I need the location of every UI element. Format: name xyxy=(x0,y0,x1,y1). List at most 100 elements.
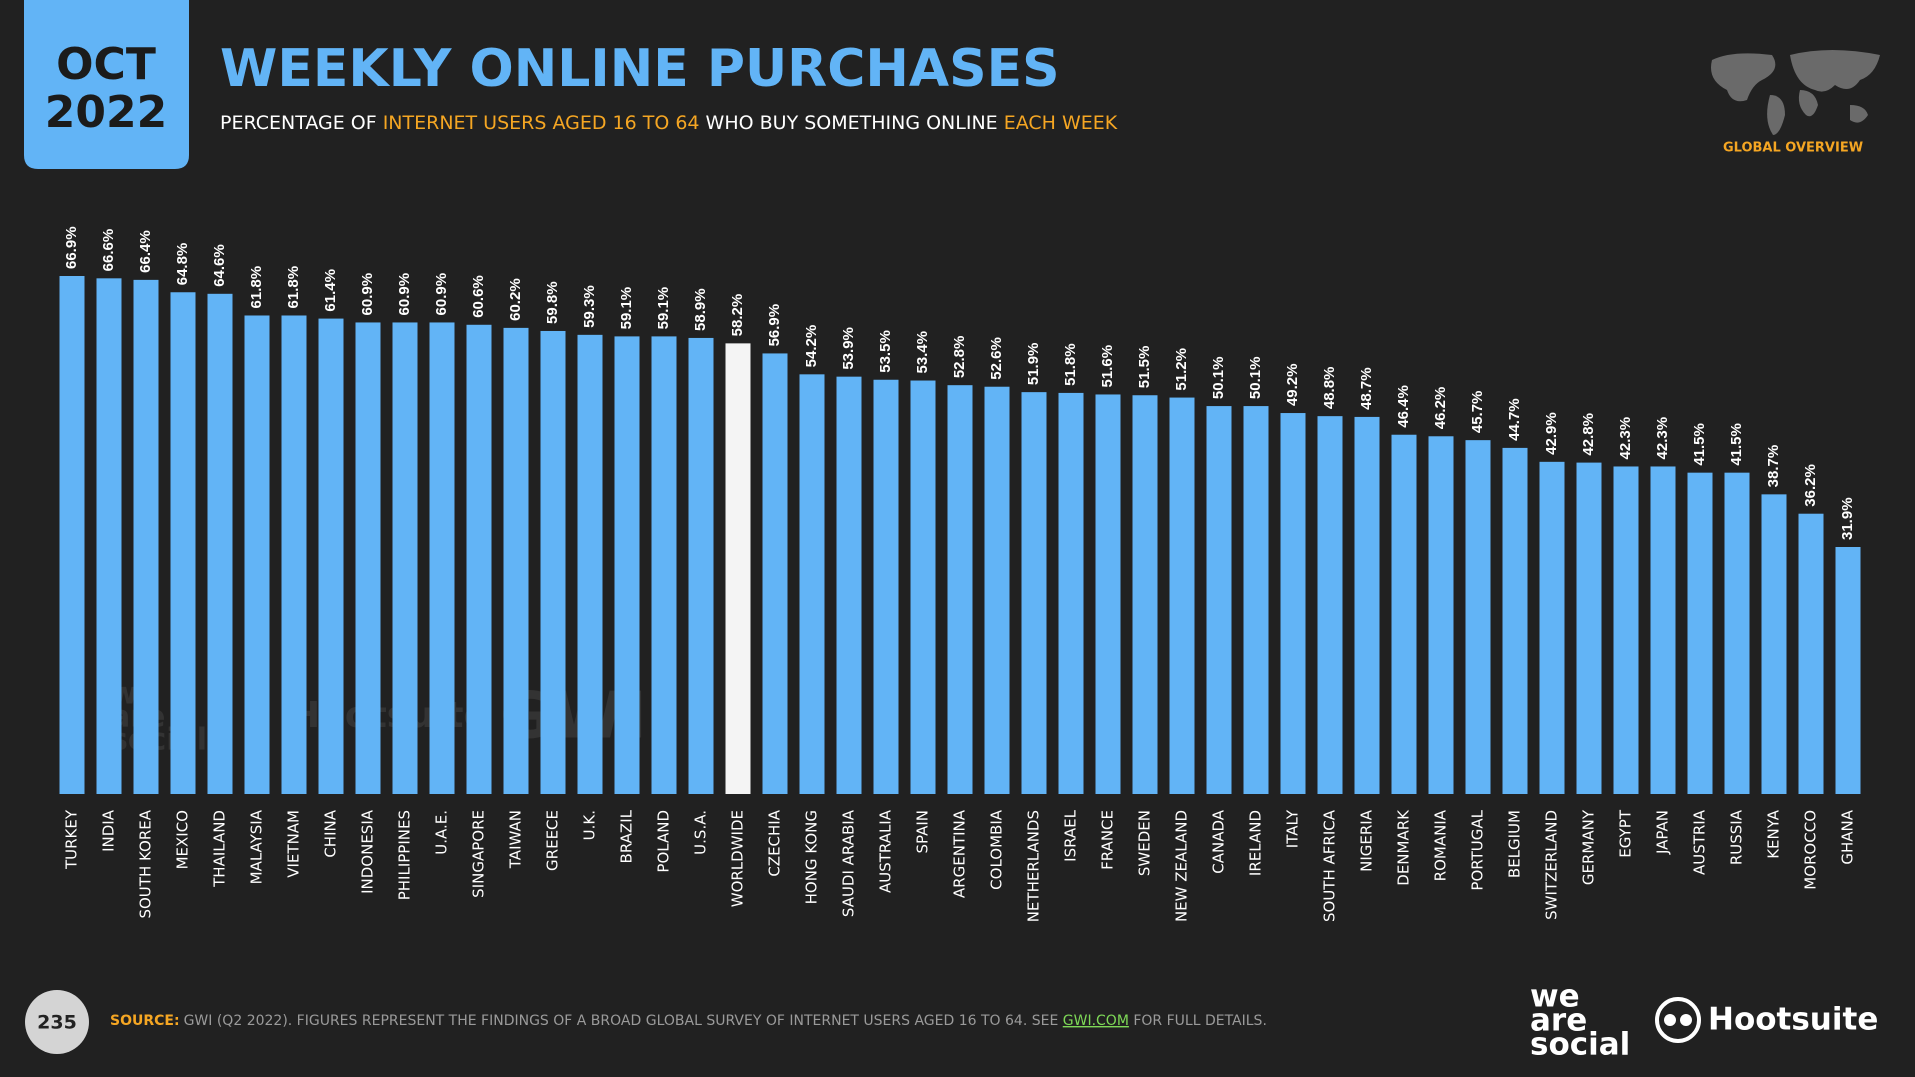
value-label: 41.5% xyxy=(1728,423,1745,466)
bar xyxy=(1539,461,1565,794)
bar xyxy=(59,276,85,794)
bar xyxy=(1465,440,1491,794)
bar xyxy=(836,376,862,794)
category-label: CANADA xyxy=(1210,809,1228,874)
bar xyxy=(984,386,1010,794)
bar xyxy=(318,318,344,794)
bar xyxy=(1280,413,1306,794)
category-label: SPAIN xyxy=(914,810,932,854)
bar xyxy=(133,279,159,794)
value-label: 44.7% xyxy=(1506,398,1523,441)
subtitle-part: INTERNET USERS AGED 16 TO 64 xyxy=(383,112,700,134)
category-label: INDONESIA xyxy=(359,809,377,894)
bar xyxy=(1317,416,1343,794)
value-label: 41.5% xyxy=(1691,423,1708,466)
category-label: ISRAEL xyxy=(1062,809,1080,861)
bar xyxy=(1206,406,1232,794)
value-label: 60.9% xyxy=(359,273,376,316)
category-label: ROMANIA xyxy=(1432,809,1450,881)
bar xyxy=(392,322,418,794)
bar xyxy=(1428,436,1454,794)
bar xyxy=(281,315,307,794)
category-label: ITALY xyxy=(1284,809,1302,848)
bar xyxy=(1835,547,1861,794)
value-label: 50.1% xyxy=(1210,357,1227,400)
logo-was: we xyxy=(1530,979,1580,1015)
value-label: 52.6% xyxy=(988,337,1005,380)
category-label: COLOMBIA xyxy=(988,809,1006,890)
section-label: GLOBAL OVERVIEW xyxy=(1723,141,1863,156)
category-label: RUSSIA xyxy=(1728,809,1746,865)
subtitle-part: EACH WEEK xyxy=(1004,112,1118,134)
logo-was: are xyxy=(1530,1003,1587,1039)
category-label: AUSTRIA xyxy=(1691,809,1709,875)
value-label: 53.4% xyxy=(914,331,931,374)
bar xyxy=(170,292,196,794)
value-label: 60.2% xyxy=(507,278,524,321)
category-label: ARGENTINA xyxy=(951,809,969,898)
bar xyxy=(540,330,566,794)
bar xyxy=(1724,472,1750,794)
bar xyxy=(1576,462,1602,794)
category-label: CZECHIA xyxy=(766,809,784,876)
bar xyxy=(873,379,899,794)
subtitle: PERCENTAGE OF INTERNET USERS AGED 16 TO … xyxy=(220,112,1118,134)
value-label: 53.5% xyxy=(877,330,894,373)
value-label: 46.4% xyxy=(1395,385,1412,428)
source-link[interactable]: GWI.COM xyxy=(1063,1013,1129,1029)
category-label: AUSTRALIA xyxy=(877,809,895,893)
value-label: 51.6% xyxy=(1099,345,1116,388)
page-number: 235 xyxy=(37,1012,77,1034)
category-label: NEW ZEALAND xyxy=(1173,810,1191,922)
source: SOURCE: GWI (Q2 2022). FIGURES REPRESENT … xyxy=(110,1013,1267,1029)
category-label: VIETNAM xyxy=(285,810,303,878)
category-label: INDIA xyxy=(100,809,118,852)
value-label: 42.9% xyxy=(1543,412,1560,455)
value-label: 52.8% xyxy=(951,336,968,379)
category-label: JAPAN xyxy=(1654,810,1672,855)
bar xyxy=(1798,513,1824,794)
bar xyxy=(1021,392,1047,794)
category-label: SOUTH AFRICA xyxy=(1321,809,1339,922)
category-label: CHINA xyxy=(322,809,340,857)
value-label: 59.1% xyxy=(618,287,635,330)
category-label: POLAND xyxy=(655,810,673,873)
bar xyxy=(207,293,233,794)
logo-was: social xyxy=(1530,1027,1630,1063)
value-label: 38.7% xyxy=(1765,445,1782,488)
bar xyxy=(503,327,529,794)
date-badge xyxy=(24,0,189,169)
value-label: 59.1% xyxy=(655,287,672,330)
value-label: 48.8% xyxy=(1321,367,1338,410)
logo-hootsuite: Hootsuite xyxy=(1708,1002,1878,1038)
bar xyxy=(1243,406,1269,794)
value-label: 60.9% xyxy=(433,273,450,316)
bar xyxy=(799,374,825,794)
value-label: 51.8% xyxy=(1062,343,1079,386)
bar xyxy=(466,324,492,794)
category-label: PHILIPPINES xyxy=(396,810,414,900)
category-label: SWITZERLAND xyxy=(1543,810,1561,920)
category-label: GERMANY xyxy=(1580,809,1598,885)
value-label: 53.9% xyxy=(840,327,857,370)
category-label: PORTUGAL xyxy=(1469,809,1487,890)
value-label: 46.2% xyxy=(1432,387,1449,430)
category-label: GREECE xyxy=(544,810,562,871)
bar xyxy=(1761,494,1787,794)
category-label: BELGIUM xyxy=(1506,810,1524,878)
source-end: FOR FULL DETAILS. xyxy=(1129,1013,1267,1029)
value-label: 61.4% xyxy=(322,269,339,312)
category-label: KENYA xyxy=(1765,809,1783,859)
value-label: 60.9% xyxy=(396,273,413,316)
category-label: TURKEY xyxy=(63,809,81,870)
bar xyxy=(651,336,677,794)
badge-month: OCT xyxy=(56,39,156,90)
value-label: 64.6% xyxy=(211,244,228,287)
bar xyxy=(1169,397,1195,794)
owl-eye xyxy=(1664,1014,1676,1026)
category-label: MALAYSIA xyxy=(248,809,266,884)
category-label: MEXICO xyxy=(174,810,192,869)
bar xyxy=(614,336,640,794)
bar xyxy=(1058,392,1084,794)
